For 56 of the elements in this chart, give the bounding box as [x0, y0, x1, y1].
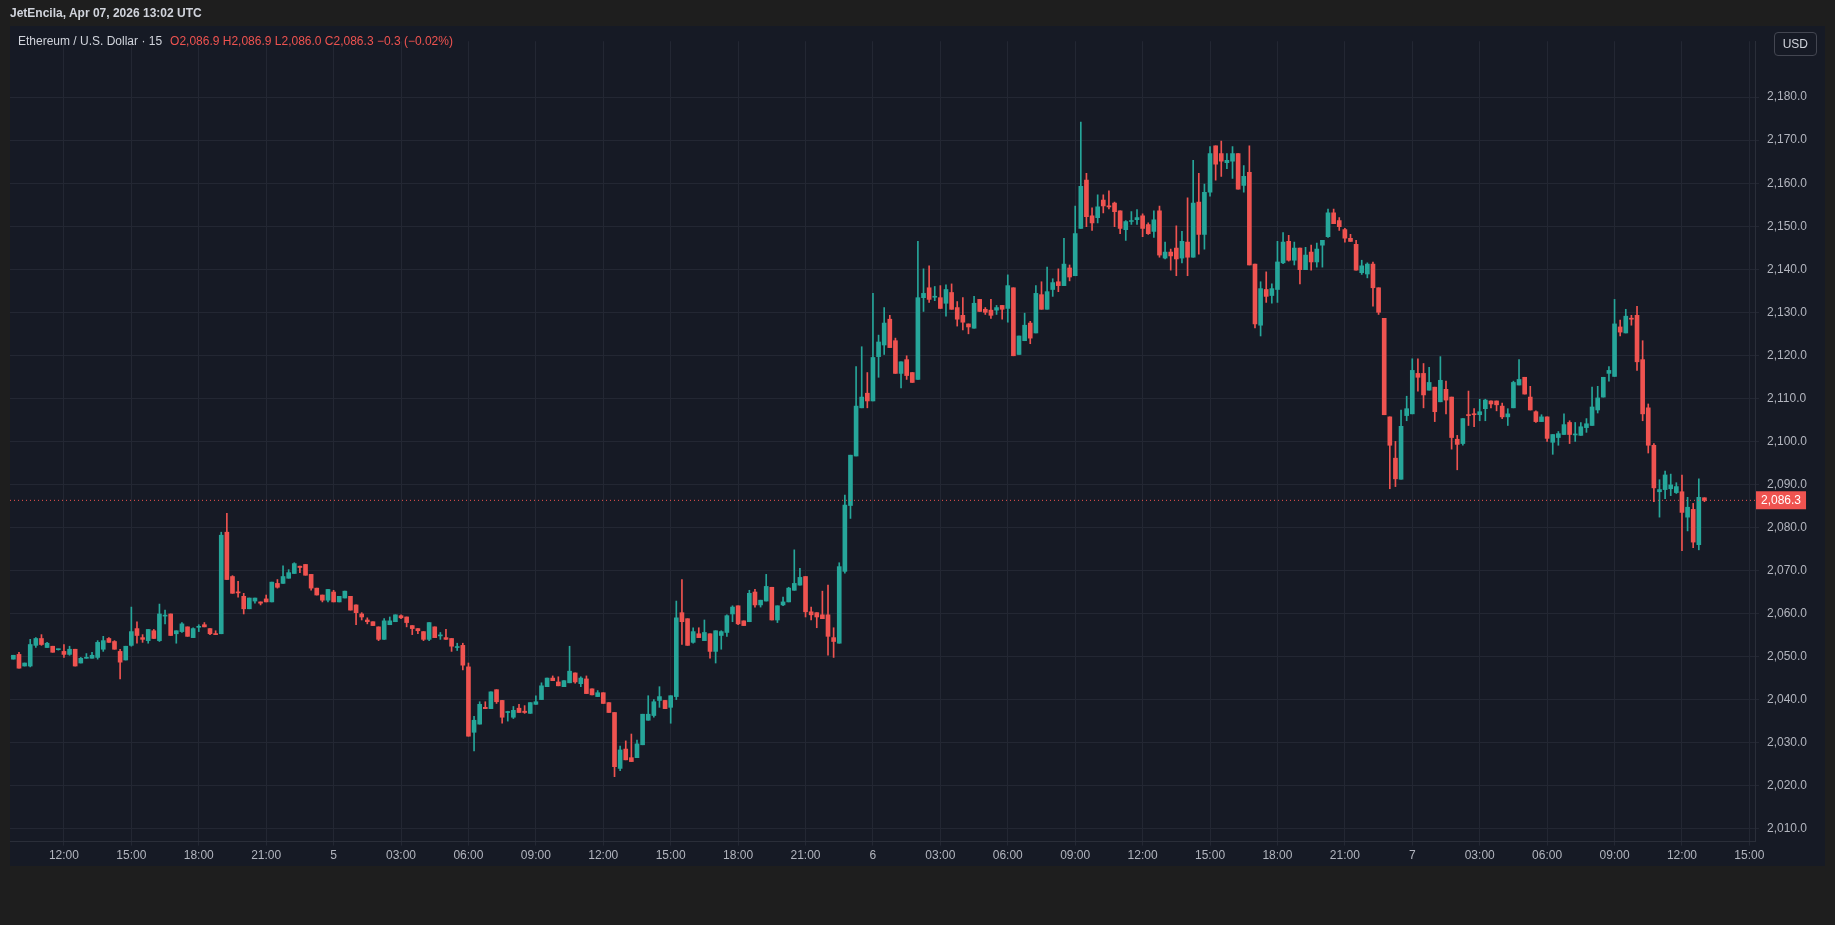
y-tick-label: 2,100.0 [1767, 433, 1808, 448]
candlestick [932, 286, 938, 302]
x-tick-label: 6 [869, 848, 877, 863]
x-tick-label: 15:00 [1734, 848, 1765, 863]
y-tick-label: 2,170.0 [1767, 132, 1808, 147]
x-tick-label: 06:00 [1532, 848, 1563, 863]
y-tick-label: 2,010.0 [1767, 821, 1808, 835]
annotation: O2,086.9 H2,086.9 L2,086.0 C2,086.3 −0.3 (−0.02%) [170, 34, 453, 48]
x-tick-label: 21:00 [251, 848, 282, 863]
x-tick-label: 09:00 [520, 848, 552, 863]
y-tick-label: 2,060.0 [1767, 605, 1808, 620]
x-tick-label: 18:00 [183, 848, 215, 863]
y-tick-label: 2,140.0 [1767, 261, 1808, 276]
y-tick-label: 2,050.0 [1767, 648, 1808, 663]
x-tick-label: 15:00 [116, 848, 147, 863]
x-tick-label: 18:00 [1262, 848, 1293, 863]
y-tick-label: 2,120.0 [1767, 347, 1808, 362]
x-tick-label: 12:00 [1127, 848, 1158, 863]
x-tick-label: 5 [330, 848, 338, 863]
x-tick-label: 03:00 [1464, 848, 1496, 863]
y-tick-label: 2,030.0 [1767, 734, 1808, 749]
text: JetEncila, Apr 07, 2026 13:02 UTC [10, 6, 202, 20]
y-tick-label: 2,040.0 [1767, 691, 1808, 706]
y-tick-label: 2,070.0 [1767, 562, 1808, 577]
ref-line-label: 2,086.3 [1761, 492, 1802, 507]
x-tick-label: 12:00 [1666, 848, 1698, 863]
x-tick-label: 03:00 [925, 848, 956, 863]
x-tick-label: 03:00 [386, 848, 417, 863]
candlestick [454, 642, 460, 651]
y-tick-label: 2,090.0 [1767, 476, 1808, 491]
x-tick-label: 21:00 [1329, 848, 1361, 863]
y-tick-label: 2,110.0 [1767, 390, 1807, 405]
x-tick-label: 15:00 [655, 848, 687, 863]
x-tick-label: 12:00 [48, 848, 80, 863]
candlestick [482, 701, 488, 709]
x-tick-label: 18:00 [723, 848, 754, 863]
x-tick-label: 09:00 [1060, 848, 1091, 863]
x-tick-label: 15:00 [1195, 848, 1226, 863]
x-tick-label: 21:00 [790, 848, 821, 863]
chart-title: Ethereum / U.S. Dollar · 15 [18, 34, 163, 48]
y-tick-label: 2,130.0 [1767, 304, 1808, 319]
text: USD [1773, 32, 1817, 56]
candlestick [196, 624, 202, 632]
y-tick-label: 2,160.0 [1767, 175, 1808, 190]
y-tick-label: 2,080.0 [1767, 519, 1808, 534]
x-tick-label: 06:00 [453, 848, 484, 863]
x-tick-label: 09:00 [1599, 848, 1630, 863]
x-tick-label: 06:00 [992, 848, 1024, 863]
candlestick [1454, 435, 1460, 471]
y-tick-label: 2,020.0 [1767, 777, 1808, 792]
x-tick-label: 12:00 [588, 848, 619, 863]
y-tick-label: 2,150.0 [1767, 218, 1808, 233]
candlestick [1477, 398, 1483, 422]
candlestick [1134, 209, 1140, 225]
x-tick-label: 7 [1408, 848, 1416, 863]
y-tick-label: 2,180.0 [1767, 89, 1808, 104]
